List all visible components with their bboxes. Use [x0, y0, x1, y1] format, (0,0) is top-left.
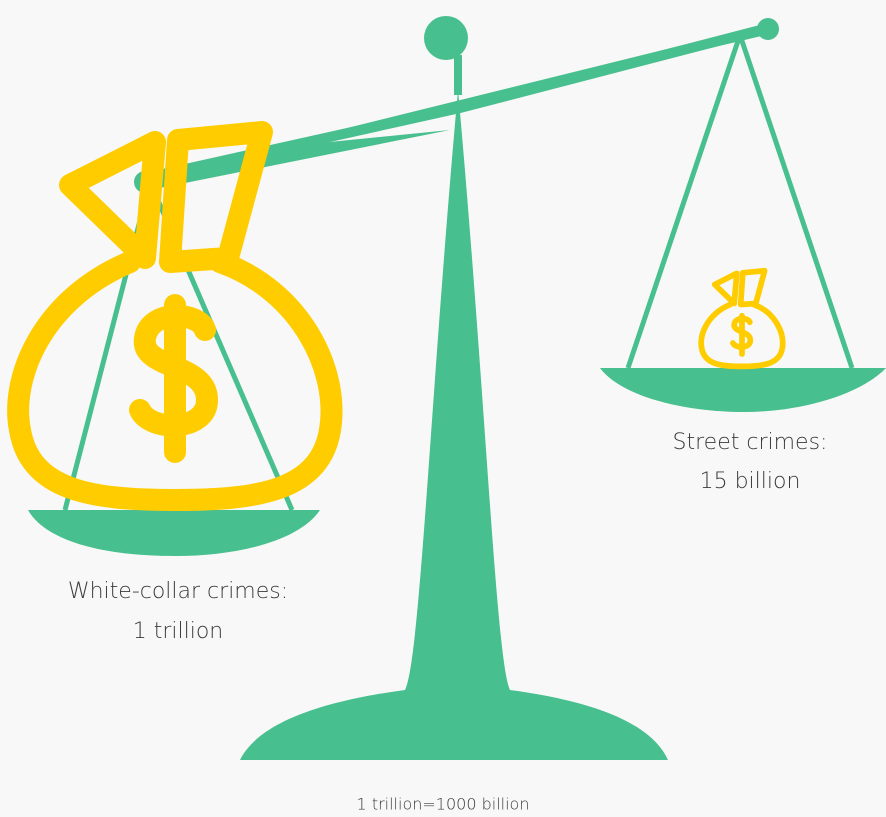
large-money-bag — [18, 132, 331, 500]
left-label: White-collar crimes: — [68, 579, 288, 604]
small-money-bag — [701, 271, 782, 367]
left-value: 1 trillion — [133, 619, 224, 644]
right-value: 15 billion — [700, 469, 801, 494]
right-label: Street crimes: — [673, 430, 828, 455]
scale — [28, 16, 886, 760]
footnote: 1 trillion=1000 billion — [357, 795, 530, 814]
